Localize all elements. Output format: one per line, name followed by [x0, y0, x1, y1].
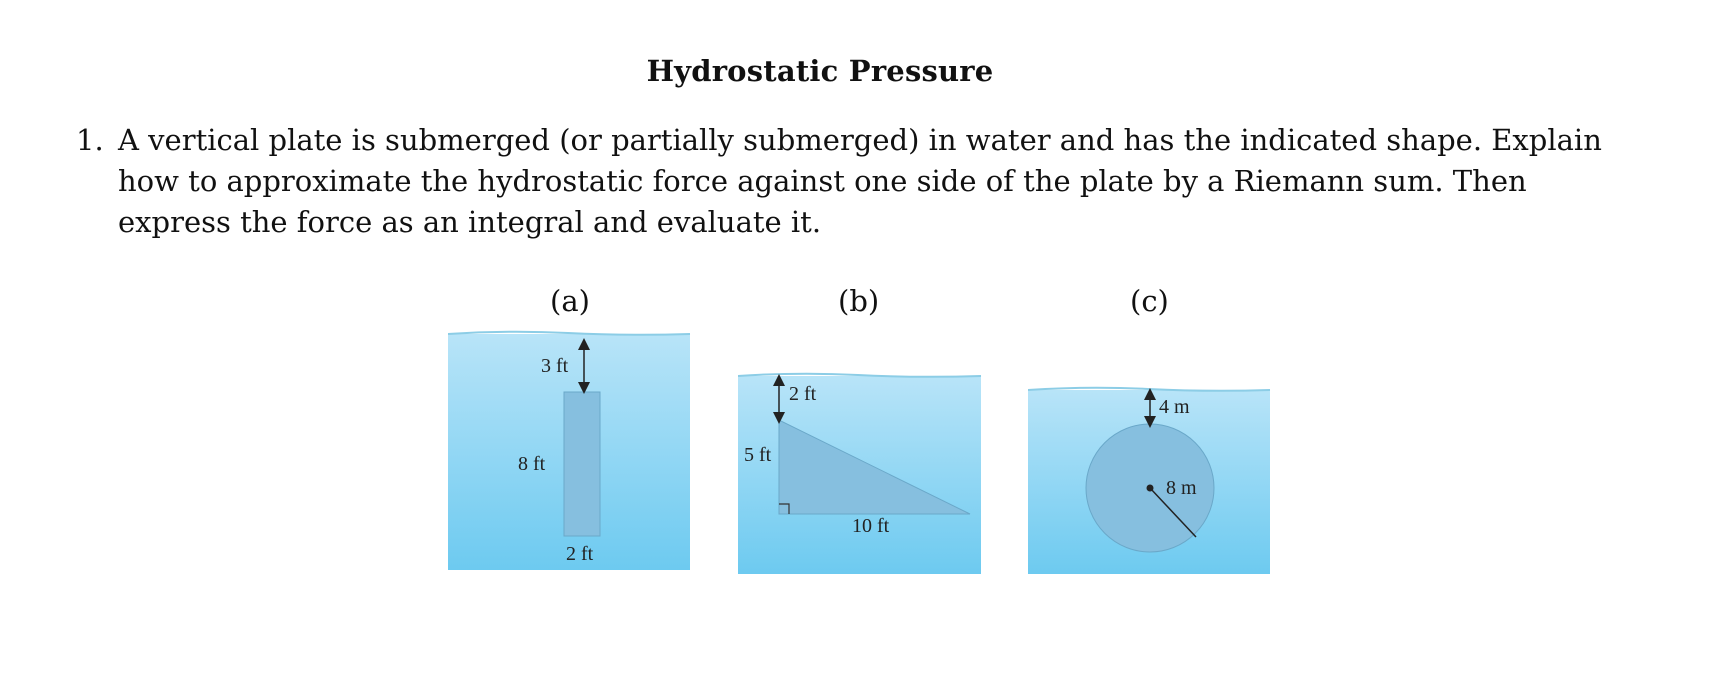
depth-label-b: 2 ft	[789, 383, 817, 405]
water-surface-a	[448, 330, 691, 336]
base-label-b: 10 ft	[852, 515, 890, 537]
caption-a: (a)	[550, 284, 590, 318]
rectangle-plate	[563, 391, 601, 537]
radius-label-c: 8 m	[1166, 477, 1197, 499]
figure-c-circle-plate: 4 m 8 m	[1028, 386, 1271, 574]
depth-label-a: 3 ft	[541, 355, 569, 377]
caption-c: (c)	[1130, 284, 1169, 318]
height-label-b: 5 ft	[744, 444, 772, 466]
page-title: Hydrostatic Pressure	[646, 54, 994, 88]
caption-b: (b)	[838, 284, 880, 318]
triangle-plate	[778, 419, 971, 515]
depth-label-c: 4 m	[1159, 396, 1190, 418]
width-label-a: 2 ft	[566, 543, 594, 565]
right-angle-mark	[779, 503, 790, 514]
problem-number: 1.	[76, 123, 104, 157]
figure-a-rectangle-plate: 3 ft 8 ft 2 ft	[448, 330, 691, 570]
radius-line	[1149, 487, 1197, 538]
figure-b-triangle-plate: 2 ft 5 ft 10 ft	[738, 372, 982, 574]
problem-text: A vertical plate is submerged (or partia…	[118, 123, 1602, 239]
height-label-a: 8 ft	[518, 453, 546, 475]
